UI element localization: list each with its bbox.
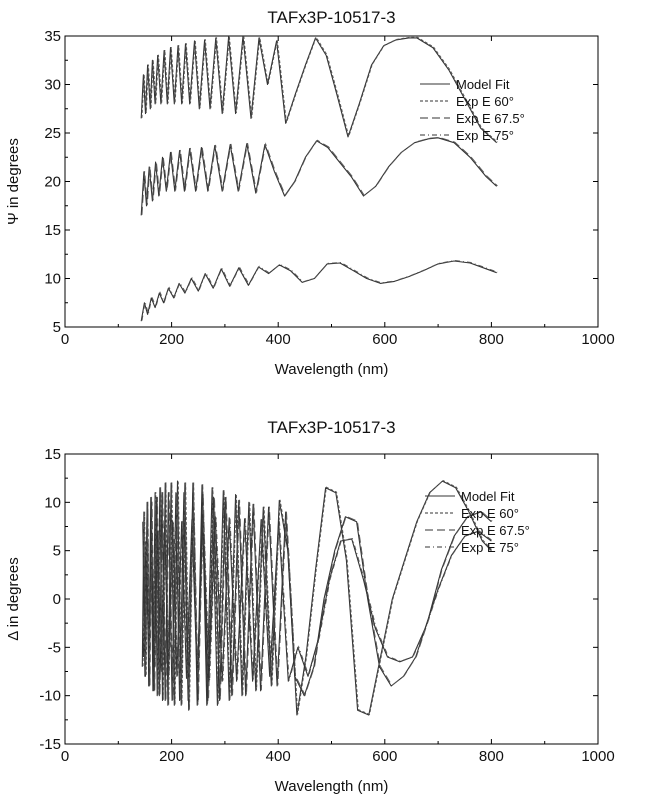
x-tick-label: 600: [372, 748, 397, 765]
y-tick-label: 15: [44, 222, 61, 239]
x-tick-label: 600: [372, 331, 397, 348]
y-tick-label: 5: [53, 319, 61, 336]
chart-title: TAFx3P-10517-3: [267, 418, 395, 437]
y-axis-label: Δ in degrees: [5, 557, 22, 640]
y-tick-label: -10: [39, 688, 61, 705]
y-tick-label: 10: [44, 494, 61, 511]
x-axis-label: Wavelength (nm): [275, 778, 389, 795]
y-axis-label: Ψ in degrees: [5, 138, 22, 225]
x-tick-label: 0: [61, 748, 69, 765]
x-axis-label: Wavelength (nm): [275, 361, 389, 378]
legend-label: Exp E 60°: [461, 506, 519, 521]
legend-label: Exp E 75°: [461, 540, 519, 555]
legend-label: Exp E 67.5°: [461, 523, 530, 538]
y-tick-label: -5: [48, 639, 61, 656]
y-tick-label: -15: [39, 736, 61, 753]
delta-chart: TAFx3P-10517-3 0 200 400 600 800 1000 -15 -10 -5 0…: [0, 390, 646, 803]
y-tick-label: 5: [53, 543, 61, 560]
y-tick-label: 35: [44, 28, 61, 45]
series-line-exp-e-67.5: [144, 492, 493, 700]
x-tick-label: 800: [479, 331, 504, 348]
y-tick-label: 0: [53, 591, 61, 608]
y-tick-label: 25: [44, 125, 61, 142]
x-tick-label: 0: [61, 331, 69, 348]
x-tick-label: 1000: [581, 331, 614, 348]
y-tick-label: 30: [44, 77, 61, 94]
legend-label: Exp E 60°: [456, 94, 514, 109]
x-tick-label: 1000: [581, 748, 614, 765]
y-tick-label: 15: [44, 446, 61, 463]
legend-label: Exp E 67.5°: [456, 111, 525, 126]
y-tick-label: 10: [44, 271, 61, 288]
x-tick-label: 200: [159, 331, 184, 348]
x-tick-label: 800: [479, 748, 504, 765]
legend-label: Model Fit: [456, 77, 510, 92]
series-line-exp-e-67.5: [142, 137, 498, 215]
x-tick-label: 200: [159, 748, 184, 765]
series-group: [142, 481, 492, 716]
chart-title: TAFx3P-10517-3: [267, 8, 395, 27]
x-tick-label: 400: [266, 331, 291, 348]
series-line-exp-e-75: [142, 260, 498, 320]
series-line-model-fit-75: [141, 261, 497, 321]
y-tick-label: 20: [44, 174, 61, 191]
legend-label: Model Fit: [461, 489, 515, 504]
legend-label: Exp E 75°: [456, 128, 514, 143]
x-tick-label: 400: [266, 748, 291, 765]
series-group: [141, 35, 497, 321]
psi-chart: TAFx3P-10517-3 0 200 400 600 800 1000 5 10 15 20 25…: [0, 0, 646, 390]
